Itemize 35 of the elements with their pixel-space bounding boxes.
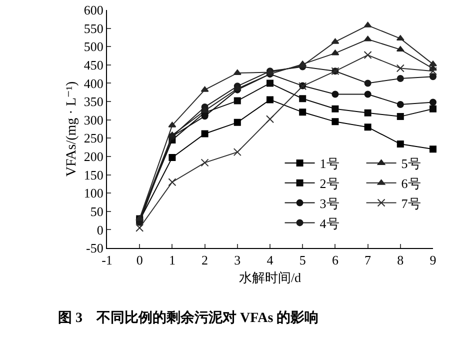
y-tick-label: 500 [84,39,104,54]
legend-label: 3号 [320,196,340,211]
legend-label: 1号 [320,156,340,172]
y-tick-label: 450 [84,57,104,72]
x-tick-label: 0 [136,252,143,268]
y-tick-label: -50 [86,240,104,256]
legend-label: 2号 [320,176,340,191]
legend-label: 6号 [401,176,421,191]
y-tick-label: 400 [84,76,104,91]
x-tick-label: 9 [430,252,436,268]
y-tick-label: 150 [84,167,104,182]
y-tick-label: 50 [90,204,104,219]
y-tick-label: 600 [84,2,104,18]
y-tick-label: 300 [84,112,104,128]
x-tick-label: 3 [234,252,241,268]
x-tick-label: -1 [102,252,112,268]
x-tick-label: 2 [202,252,208,268]
x-axis-title: 水解时间/d [238,270,302,286]
legend-label: 4号 [320,216,340,231]
x-tick-label: 5 [299,252,306,268]
x-tick-label: 8 [397,252,404,268]
y-tick-label: 0 [96,222,104,238]
y-tick-label: 200 [84,149,104,164]
x-tick-label: 6 [332,252,339,268]
y-tick-label: 250 [84,130,104,146]
x-tick-label: 4 [266,252,274,268]
y-tick-label: 350 [84,94,104,110]
x-tick-label: 7 [364,252,372,268]
legend-label: 7号 [401,196,421,211]
text: 图 3 不同比例的剩余污泥对 VFAs 的影响 [58,310,319,326]
legend-label: 5号 [401,156,421,172]
y-tick-label: 550 [84,20,104,36]
y-axis-title: VFAs/(mg · L⁻¹) [64,81,80,177]
y-tick-label: 100 [84,186,104,201]
x-tick-label: 1 [168,252,176,268]
